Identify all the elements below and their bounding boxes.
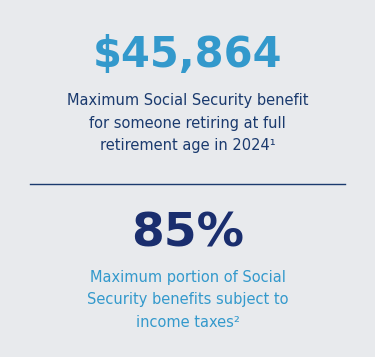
Text: $45,864: $45,864 [93,34,282,76]
Text: Maximum portion of Social
Security benefits subject to
income taxes²: Maximum portion of Social Security benef… [87,270,288,330]
Text: Maximum Social Security benefit
for someone retiring at full
retirement age in 2: Maximum Social Security benefit for some… [67,94,308,153]
Text: 85%: 85% [131,211,244,256]
